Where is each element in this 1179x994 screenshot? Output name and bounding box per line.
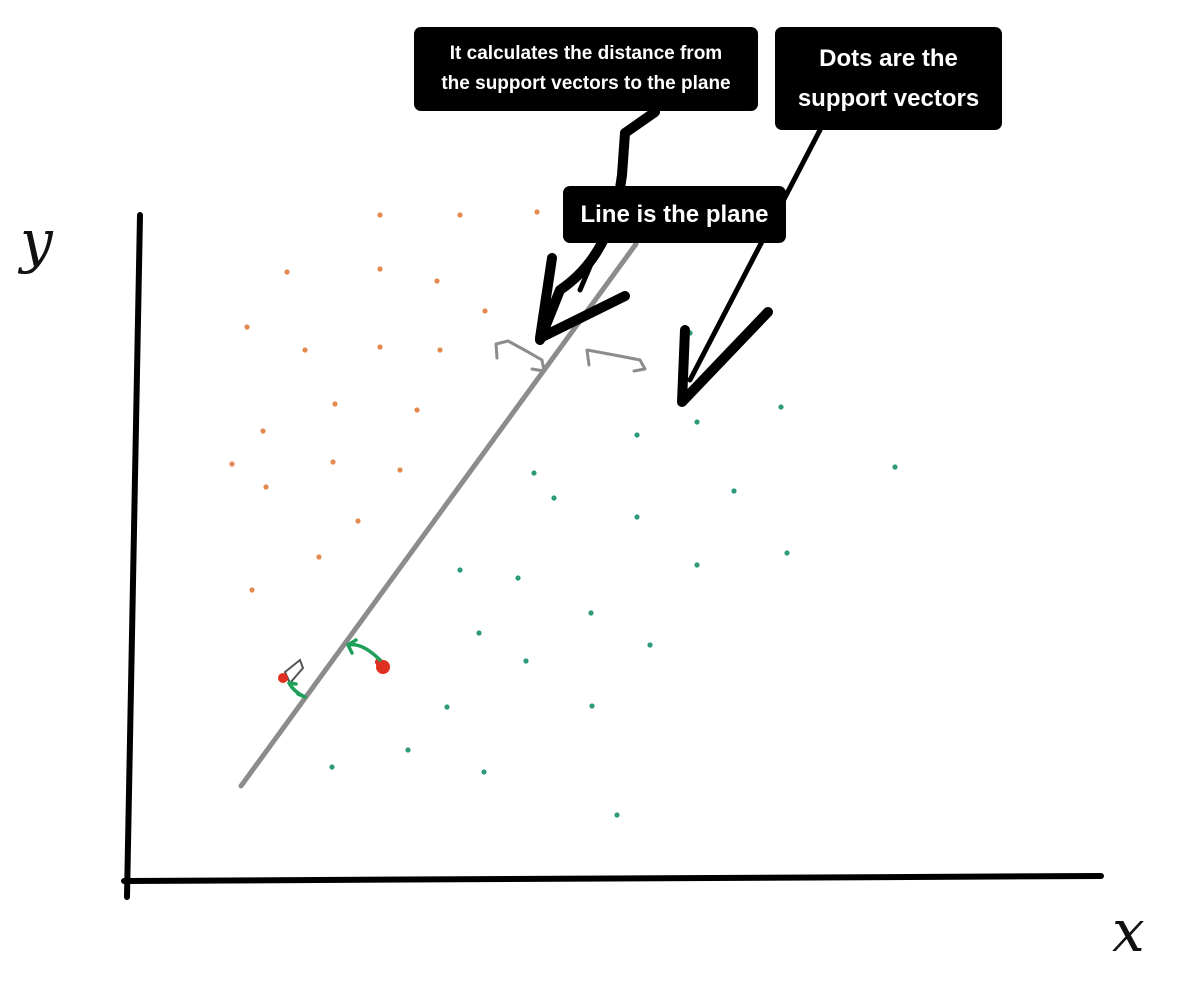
annotation-distance-line-2: the support vectors to the plane: [441, 73, 731, 94]
class-b-point: [784, 550, 790, 556]
class-b-point: [778, 404, 784, 410]
class-b-point: [647, 642, 653, 648]
class-a-point: [229, 461, 235, 467]
annotation-plane-label: Line is the plane: [563, 186, 786, 243]
class-b-point: [551, 495, 557, 501]
distance-arrow-right: [346, 638, 382, 662]
class-a-point: [437, 347, 443, 353]
class-b-point: [515, 575, 521, 581]
annotation-distance-line-1: It calculates the distance from: [449, 43, 723, 64]
class-a-point: [316, 554, 322, 560]
annotation-distance-label: It calculates the distance from the supp…: [414, 27, 758, 111]
class-a-point: [534, 209, 540, 215]
class-b-point: [694, 562, 700, 568]
support-vector-marker-left: [278, 658, 305, 685]
class-a-point: [302, 347, 308, 353]
annotation-dots-line-2: support vectors: [797, 84, 980, 112]
class-b-point: [444, 704, 450, 710]
arrow-plane-label: [577, 240, 603, 293]
x-axis-line: [121, 873, 1104, 884]
arrow-distance-head: [535, 253, 630, 343]
y-axis-label: y: [20, 207, 53, 275]
margin-marker-left: [494, 339, 546, 373]
class-b-point: [523, 658, 529, 664]
class-a-point: [249, 587, 255, 593]
class-b-point: [892, 464, 898, 470]
distance-arrow-left: [287, 681, 307, 699]
class-b-point: [614, 812, 620, 818]
class-b-point: [634, 514, 640, 520]
class-b-point: [531, 470, 537, 476]
class-a-point: [263, 484, 269, 490]
annotation-plane-text: Line is the plane: [580, 200, 769, 228]
class-a-point: [434, 278, 440, 284]
x-axis-label: x: [1112, 897, 1145, 965]
class-b-point: [481, 769, 487, 775]
class-b-point: [405, 747, 411, 753]
support-vector-marker-right: [375, 658, 390, 674]
annotation-dots-label: Dots are the support vectors: [775, 27, 1002, 130]
class-a-point: [482, 308, 488, 314]
class-a-point: [397, 467, 403, 473]
hyperplane-line: [238, 241, 639, 789]
class-a-point: [332, 401, 338, 407]
arrow-dots-to-vectors: [687, 127, 823, 383]
class-b-point: [588, 610, 594, 616]
class-a-point: [330, 459, 336, 465]
data-points-layer: [229, 209, 898, 818]
class-a-point: [260, 428, 266, 434]
class-a-point: [244, 324, 250, 330]
class-a-point: [377, 266, 383, 272]
class-b-point: [731, 488, 737, 494]
class-a-point: [377, 344, 383, 350]
class-a-point: [284, 269, 290, 275]
class-b-point: [457, 567, 463, 573]
class-b-point: [476, 630, 482, 636]
class-b-point: [329, 764, 335, 770]
class-b-point: [634, 432, 640, 438]
arrow-dots-head: [677, 307, 773, 407]
class-a-point: [355, 518, 361, 524]
class-a-point: [457, 212, 463, 218]
class-a-point: [414, 407, 420, 413]
y-axis-line: [124, 212, 143, 900]
class-b-point: [694, 419, 700, 425]
annotation-dots-line-1: Dots are the: [819, 44, 958, 72]
class-a-point: [377, 212, 383, 218]
class-b-point: [589, 703, 595, 709]
margin-marker-right: [585, 348, 647, 373]
